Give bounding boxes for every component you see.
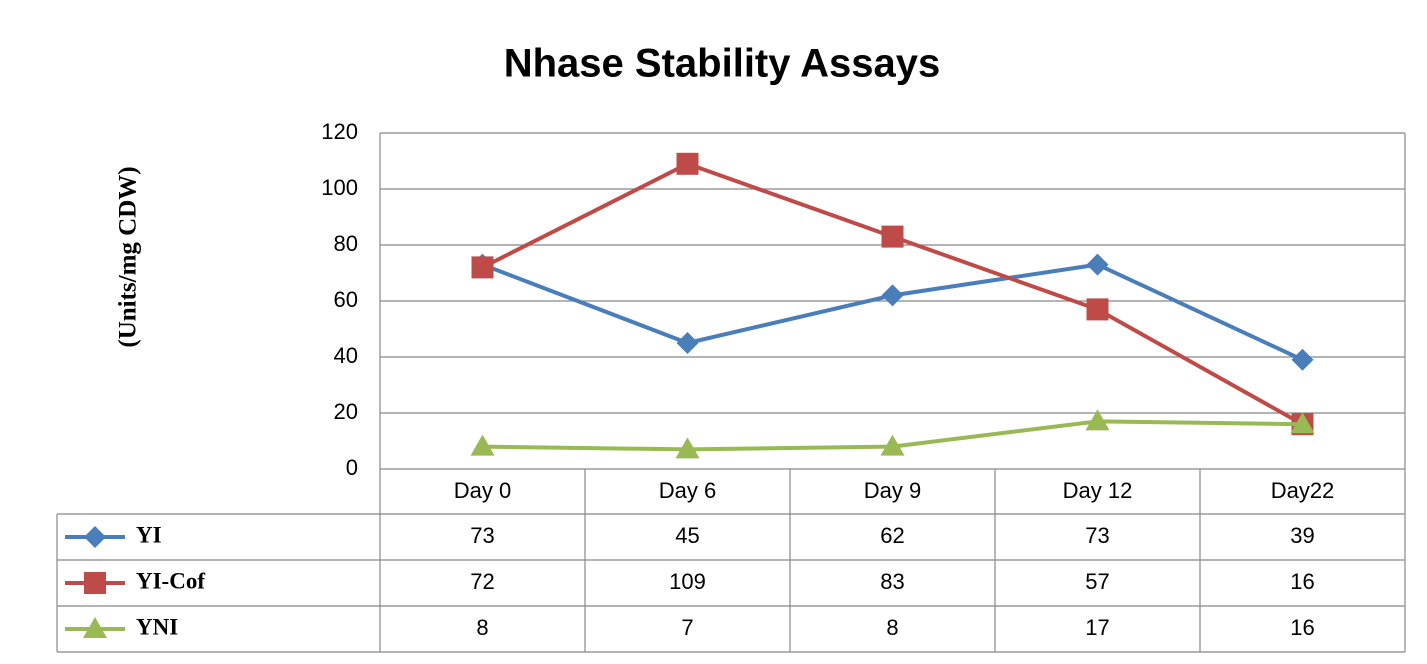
table-cell: 109 bbox=[669, 569, 706, 594]
y-tick-label: 80 bbox=[334, 231, 358, 256]
table-cell: 45 bbox=[675, 523, 699, 548]
y-axis-label: (Units/mg CDW) bbox=[115, 166, 142, 347]
legend-label: YNI bbox=[136, 614, 178, 639]
table-cell: 16 bbox=[1290, 569, 1314, 594]
data-point bbox=[1291, 348, 1314, 371]
table-cell: 72 bbox=[470, 569, 494, 594]
table-cell: 73 bbox=[1085, 523, 1109, 548]
y-tick-label: 20 bbox=[334, 399, 358, 424]
y-tick-label: 0 bbox=[346, 455, 358, 480]
data-point bbox=[1086, 298, 1109, 321]
data-point bbox=[675, 437, 700, 459]
y-tick-label: 100 bbox=[321, 175, 358, 200]
data-point bbox=[676, 152, 699, 175]
data-point bbox=[676, 332, 699, 354]
data-point bbox=[471, 256, 494, 279]
data-point bbox=[1290, 412, 1315, 434]
data-point bbox=[880, 434, 905, 456]
table-cell: 62 bbox=[880, 523, 904, 548]
table-cell: 8 bbox=[886, 615, 898, 640]
x-tick-label: Day 0 bbox=[454, 478, 511, 503]
legend-label: YI-Cof bbox=[136, 568, 205, 593]
table-cell: 57 bbox=[1085, 569, 1109, 594]
chart-title: Nhase Stability Assays bbox=[504, 42, 941, 86]
legend-label: YI bbox=[136, 522, 162, 547]
y-tick-label: 60 bbox=[334, 287, 358, 312]
table-cell: 17 bbox=[1085, 615, 1109, 640]
table-cell: 83 bbox=[880, 569, 904, 594]
data-point bbox=[881, 225, 904, 248]
data-point bbox=[881, 284, 904, 307]
y-tick-label: 40 bbox=[334, 343, 358, 368]
series-line bbox=[481, 262, 1304, 362]
x-tick-label: Day 6 bbox=[659, 478, 716, 503]
x-tick-label: Day 9 bbox=[864, 478, 921, 503]
y-tick-label: 120 bbox=[321, 119, 358, 144]
data-point bbox=[1085, 409, 1110, 431]
table-grid bbox=[56, 133, 1406, 653]
table-cell: 8 bbox=[476, 615, 488, 640]
legend-marker bbox=[83, 617, 107, 638]
table-cell: 39 bbox=[1290, 523, 1314, 548]
table-cell: 7 bbox=[681, 615, 693, 640]
data-point bbox=[1086, 253, 1109, 276]
legend-marker bbox=[84, 572, 106, 594]
legend-marker bbox=[84, 526, 106, 548]
x-tick-label: Day 12 bbox=[1063, 478, 1133, 503]
x-tick-label: Day22 bbox=[1271, 478, 1335, 503]
table-cell: 16 bbox=[1290, 615, 1314, 640]
table-cell: 73 bbox=[470, 523, 494, 548]
data-point bbox=[470, 434, 495, 456]
